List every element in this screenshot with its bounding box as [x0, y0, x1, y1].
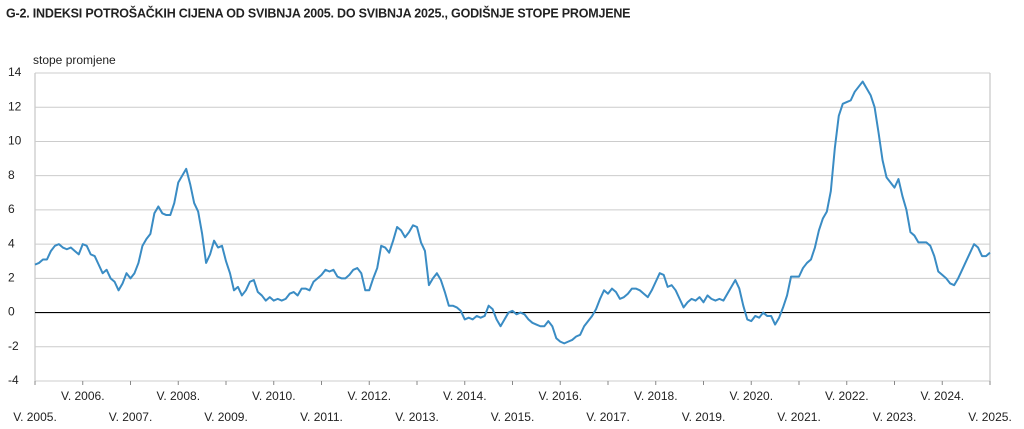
x-tick-label: V. 2008. — [156, 389, 200, 403]
x-tick-label: V. 2021. — [777, 410, 821, 424]
x-tick-label: V. 2017. — [586, 410, 630, 424]
y-tick-label: -2 — [8, 339, 19, 353]
x-tick-label: V. 2014. — [443, 389, 487, 403]
x-tick-label: V. 2016. — [538, 389, 582, 403]
x-tick-label: V. 2006. — [61, 389, 105, 403]
y-tick-label: 10 — [8, 134, 22, 148]
x-tick-label: V. 2011. — [300, 410, 343, 424]
x-tick-label: V. 2023. — [873, 410, 917, 424]
y-tick-label: 6 — [8, 202, 15, 216]
y-tick-label: 8 — [8, 168, 15, 182]
y-tick-label: -4 — [8, 373, 19, 387]
x-tick-label: V. 2012. — [347, 389, 391, 403]
y-tick-label: 12 — [8, 99, 22, 113]
y-tick-label: 2 — [8, 271, 15, 285]
x-tick-label: V. 2005. — [13, 410, 57, 424]
x-tick-label: V. 2007. — [109, 410, 153, 424]
x-tick-label: V. 2019. — [682, 410, 726, 424]
y-tick-label: 4 — [8, 236, 15, 250]
chart-title: G-2. INDEKSI POTROŠAČKIH CIJENA OD SVIBN… — [6, 5, 630, 20]
x-tick-label: V. 2018. — [634, 389, 678, 403]
y-axis-label: stope promjene — [33, 53, 116, 67]
x-tick-label: V. 2022. — [825, 389, 869, 403]
x-tick-label: V. 2013. — [395, 410, 439, 424]
data-line — [34, 80, 991, 345]
y-tick-label: 14 — [8, 65, 22, 79]
x-tick-label: V. 2010. — [252, 389, 296, 403]
x-tick-label: V. 2015. — [491, 410, 535, 424]
x-tick-label: V. 2009. — [204, 410, 248, 424]
x-tick-label: V. 2024. — [920, 389, 964, 403]
y-tick-label: 0 — [8, 305, 15, 319]
x-tick-label: V. 2025. — [968, 410, 1012, 424]
x-tick-label: V. 2020. — [729, 389, 773, 403]
